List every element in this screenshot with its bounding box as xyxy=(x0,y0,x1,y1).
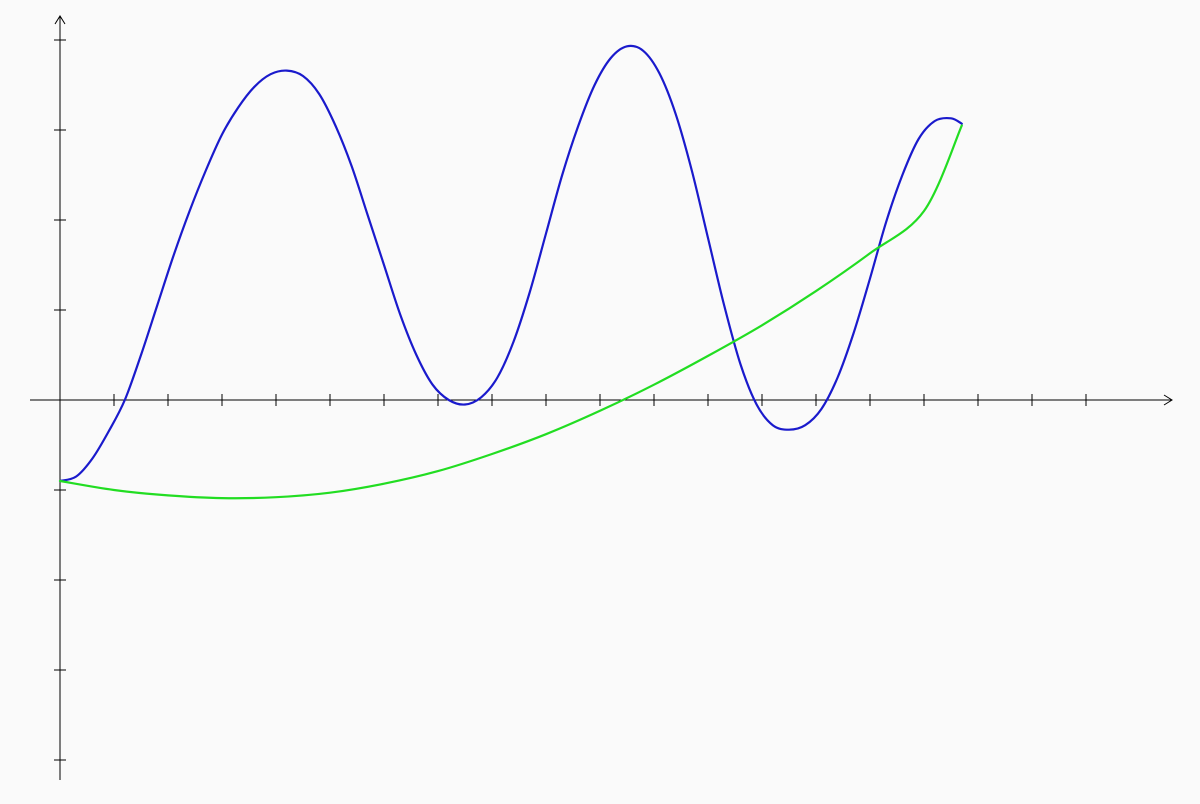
y-axis-arrow xyxy=(54,15,66,25)
series-layer xyxy=(58,44,963,500)
series-line-1 xyxy=(58,44,963,483)
series-line-2 xyxy=(58,124,963,500)
x-axis-arrow xyxy=(1163,394,1173,406)
axes-layer xyxy=(30,15,1173,780)
